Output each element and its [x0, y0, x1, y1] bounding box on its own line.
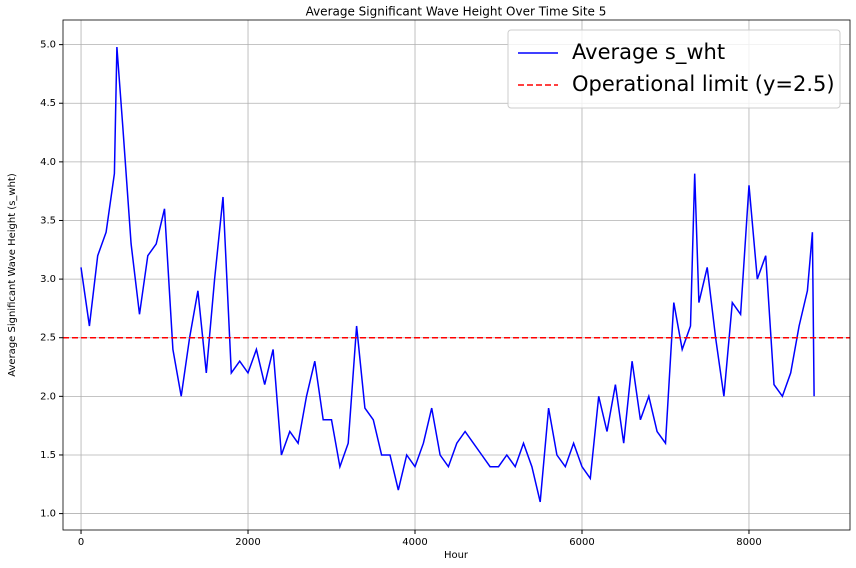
- y-axis-label: Average Significant Wave Height (s_wht): [7, 173, 18, 377]
- y-tick-label: 2.0: [40, 391, 56, 402]
- y-tick-label: 4.0: [40, 157, 56, 168]
- y-tick-label: 1.0: [40, 509, 56, 520]
- x-axis-label: Hour: [444, 550, 469, 561]
- x-tick-label: 2000: [235, 537, 260, 548]
- x-tick-label: 4000: [402, 537, 427, 548]
- y-tick-label: 3.0: [40, 274, 56, 285]
- y-tick-label: 5.0: [40, 40, 56, 51]
- legend-box: [507, 29, 841, 109]
- y-tick-label: 2.5: [40, 333, 56, 344]
- x-tick-label: 8000: [736, 537, 761, 548]
- y-tick-label: 4.5: [40, 98, 56, 109]
- legend-label: Operational limit (y=2.5): [572, 72, 835, 96]
- legend-label: Average s_wht: [572, 40, 725, 65]
- y-tick-label: 1.5: [40, 450, 56, 461]
- y-tick-label: 3.5: [40, 215, 56, 226]
- chart-title: Average Significant Wave Height Over Tim…: [306, 5, 607, 19]
- x-tick-label: 0: [78, 537, 84, 548]
- plot-frame: [62, 19, 851, 531]
- x-tick-label: 6000: [569, 537, 594, 548]
- data-line: [80, 46, 815, 503]
